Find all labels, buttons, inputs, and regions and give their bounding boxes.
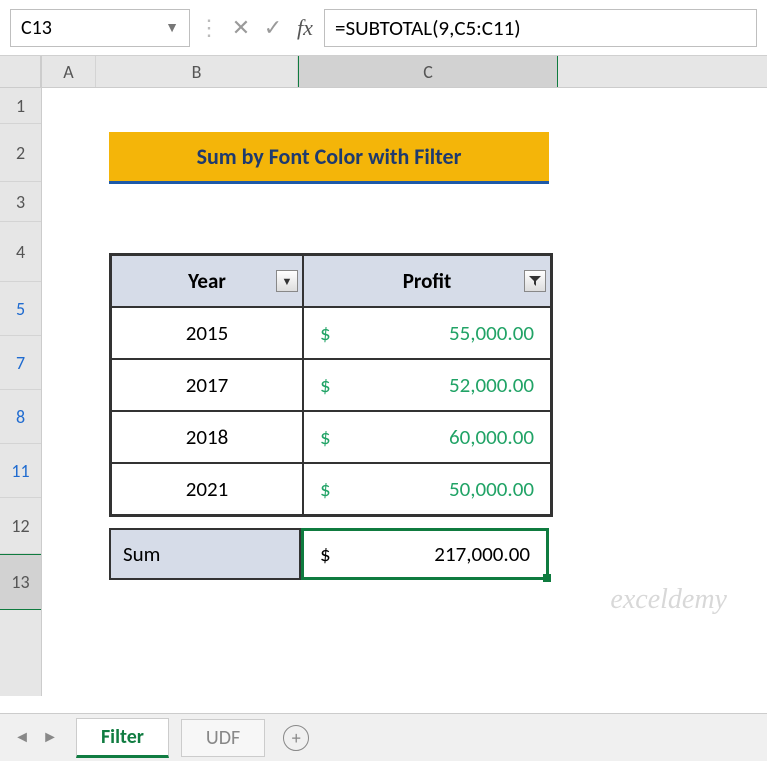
sum-label-cell[interactable]: Sum [109, 528, 301, 580]
name-box-value: C13 [21, 16, 52, 40]
column-headers: A B C [42, 56, 767, 88]
profit-cell[interactable]: $52,000.00 [303, 359, 551, 411]
new-sheet-icon[interactable]: + [283, 725, 309, 751]
column-header-c[interactable]: C [298, 56, 558, 87]
currency-symbol: $ [320, 372, 331, 398]
row-headers: 1234578111213 [0, 56, 42, 696]
chevron-down-icon[interactable]: ▼ [165, 19, 179, 36]
row-header-4[interactable]: 4 [0, 222, 41, 282]
profit-value: 55,000.00 [449, 320, 534, 346]
filter-button-year[interactable]: ▼ [276, 270, 298, 292]
tab-nav-next-icon[interactable]: ► [36, 728, 64, 747]
column-header-a[interactable]: A [42, 56, 96, 87]
columns-area: A B C Sum by Font Color with Filter Year… [42, 56, 767, 696]
sum-value: 217,000.00 [434, 541, 530, 567]
currency-symbol: $ [320, 541, 331, 567]
year-cell[interactable]: 2015 [111, 307, 303, 359]
header-profit: Profit [303, 255, 551, 307]
cells-canvas[interactable]: Sum by Font Color with Filter Year ▼ Pro… [42, 88, 767, 696]
watermark: exceldemy [610, 584, 727, 616]
sheet-tab-other[interactable]: UDF [181, 719, 265, 757]
row-header-13[interactable]: 13 [0, 554, 41, 610]
profit-cell[interactable]: $55,000.00 [303, 307, 551, 359]
spreadsheet-grid: 1234578111213 A B C Sum by Font Color wi… [0, 56, 767, 696]
table-row: 2015$55,000.00 [111, 307, 551, 359]
column-header-b[interactable]: B [96, 56, 298, 87]
name-box[interactable]: C13 ▼ [10, 9, 190, 47]
table-row: 2017$52,000.00 [111, 359, 551, 411]
row-header-7[interactable]: 7 [0, 336, 41, 390]
formula-bar: C13 ▼ ⋮ ✕ ✓ fx =SUBTOTAL(9,C5:C11) [0, 0, 767, 56]
row-header-1[interactable]: 1 [0, 88, 41, 124]
formula-input[interactable]: =SUBTOTAL(9,C5:C11) [324, 9, 757, 47]
year-cell[interactable]: 2021 [111, 463, 303, 515]
data-table: Year ▼ Profit 2015$55,000.002017$52,000.… [109, 253, 553, 517]
sum-row: Sum $ 217,000.00 [109, 528, 549, 580]
filter-button-profit-active[interactable] [524, 270, 546, 292]
title-text: Sum by Font Color with Filter [197, 143, 462, 170]
accept-icon[interactable]: ✓ [260, 14, 286, 41]
row-header-3[interactable]: 3 [0, 182, 41, 222]
profit-cell[interactable]: $60,000.00 [303, 411, 551, 463]
table-row: 2018$60,000.00 [111, 411, 551, 463]
title-banner: Sum by Font Color with Filter [109, 132, 549, 184]
currency-symbol: $ [320, 476, 331, 502]
profit-value: 60,000.00 [449, 424, 534, 450]
profit-value: 50,000.00 [449, 476, 534, 502]
select-all-corner[interactable] [0, 56, 41, 88]
profit-cell[interactable]: $50,000.00 [303, 463, 551, 515]
row-header-12[interactable]: 12 [0, 498, 41, 554]
sheet-tabs-bar: ◄ ► Filter UDF + [0, 713, 767, 761]
active-cell-c13[interactable]: $ 217,000.00 [301, 528, 549, 580]
row-header-5[interactable]: 5 [0, 282, 41, 336]
separator-icon: ⋮ [198, 14, 220, 41]
table-row: 2021$50,000.00 [111, 463, 551, 515]
currency-symbol: $ [320, 320, 331, 346]
header-year: Year ▼ [111, 255, 303, 307]
tab-nav-prev-icon[interactable]: ◄ [8, 728, 36, 747]
currency-symbol: $ [320, 424, 331, 450]
year-cell[interactable]: 2018 [111, 411, 303, 463]
fill-handle[interactable] [543, 574, 551, 582]
year-cell[interactable]: 2017 [111, 359, 303, 411]
profit-value: 52,000.00 [449, 372, 534, 398]
cancel-icon[interactable]: ✕ [228, 14, 254, 41]
row-header-11[interactable]: 11 [0, 444, 41, 498]
formula-text: =SUBTOTAL(9,C5:C11) [335, 15, 521, 41]
row-header-2[interactable]: 2 [0, 124, 41, 182]
fx-icon[interactable]: fx [292, 15, 318, 41]
row-header-8[interactable]: 8 [0, 390, 41, 444]
sheet-tab-active[interactable]: Filter [76, 718, 169, 758]
